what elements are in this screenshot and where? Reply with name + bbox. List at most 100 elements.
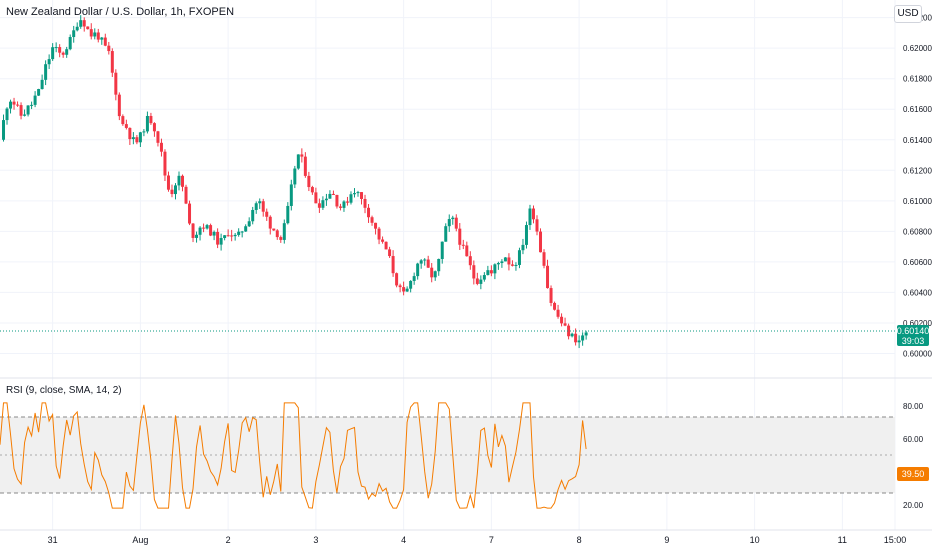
candle	[110, 48, 114, 78]
time-tick-label: 11	[838, 535, 847, 545]
candle-body	[426, 259, 430, 268]
candle-body	[370, 217, 374, 223]
candle-body	[338, 206, 342, 208]
candle	[40, 74, 44, 90]
candle-body	[261, 201, 265, 212]
candle	[405, 286, 409, 292]
candle-body	[110, 51, 114, 73]
candle	[521, 238, 525, 255]
price-tick-label: 0.60000	[903, 349, 932, 358]
price-tick-label: 0.61000	[903, 197, 932, 206]
candle-body	[324, 198, 328, 201]
candle-body	[184, 186, 188, 204]
candle-body	[374, 222, 378, 229]
candle	[258, 198, 262, 209]
candle	[553, 301, 557, 311]
candle-body	[23, 114, 27, 116]
rsi-tick-label: 60.00	[903, 435, 924, 444]
candle-body	[440, 241, 444, 259]
candle	[335, 194, 339, 209]
candle	[209, 223, 213, 237]
candle-body	[40, 79, 44, 90]
candle	[58, 44, 62, 58]
candle	[275, 229, 279, 240]
time-axis: 31 Aug 2 3 4 7 8 9 10 11 15:00	[48, 535, 907, 545]
price-badge-countdown: 39:03	[902, 336, 925, 346]
candle-body	[510, 264, 514, 266]
candle-body	[282, 223, 286, 240]
candle-body	[47, 59, 51, 65]
candle	[230, 229, 234, 242]
candle	[419, 259, 423, 269]
candle-body	[275, 230, 279, 238]
candle-body	[584, 332, 588, 336]
candle-body	[58, 47, 62, 53]
candle	[307, 171, 311, 192]
candle-body	[138, 132, 142, 143]
candle-body	[128, 127, 132, 140]
candle	[412, 272, 416, 285]
candle-body	[37, 89, 41, 96]
candle-body	[209, 225, 213, 236]
candle	[374, 222, 378, 235]
candle	[293, 165, 297, 189]
candle-body	[517, 250, 521, 265]
candle-body	[454, 217, 458, 229]
candle	[86, 26, 90, 30]
candle	[352, 188, 356, 198]
candle	[188, 200, 192, 226]
candle-body	[79, 20, 83, 27]
candle	[219, 233, 223, 251]
candle-body	[272, 228, 276, 231]
candle	[254, 201, 258, 214]
candle	[142, 129, 146, 137]
candle-body	[181, 175, 185, 187]
candle-body	[296, 154, 300, 169]
candle-body	[279, 237, 283, 240]
price-tick-label: 0.62000	[903, 44, 932, 53]
candle	[458, 223, 462, 250]
candle	[356, 190, 360, 197]
candle-body	[289, 184, 293, 206]
price-tick-label: 0.60800	[903, 227, 932, 236]
price-candles	[2, 15, 588, 349]
candle-body	[103, 37, 107, 46]
candle-body	[117, 94, 121, 117]
candle	[535, 215, 539, 236]
time-tick-label: 8	[577, 535, 582, 545]
candle	[524, 221, 528, 249]
price-tick-label: 0.60200	[903, 319, 932, 328]
price-tick-label: 0.61400	[903, 136, 932, 145]
candle-body	[149, 115, 153, 124]
candle	[128, 127, 132, 145]
candle-body	[412, 276, 416, 281]
candle-body	[254, 203, 258, 210]
candle	[33, 91, 37, 108]
candle-body	[563, 323, 567, 326]
candle-body	[65, 49, 69, 55]
candle-body	[142, 131, 146, 133]
candle	[184, 184, 188, 205]
candle-body	[472, 265, 476, 279]
candle-body	[16, 104, 20, 106]
candle	[433, 270, 437, 281]
candle	[237, 228, 241, 237]
candle-body	[26, 105, 30, 115]
chart-title: New Zealand Dollar / U.S. Dollar, 1h, FX…	[6, 6, 235, 18]
candle-body	[507, 257, 511, 265]
candle	[82, 17, 86, 32]
candle	[493, 263, 497, 280]
candle	[528, 204, 532, 230]
candle-body	[247, 221, 251, 227]
candle-body	[219, 238, 223, 245]
candle-body	[205, 225, 209, 229]
time-tick-label: 7	[489, 535, 494, 545]
currency-button[interactable]: USD	[894, 5, 922, 23]
candle-body	[131, 137, 135, 140]
candle	[486, 265, 490, 276]
candle	[16, 101, 20, 107]
candle-body	[468, 256, 472, 266]
candle-body	[360, 192, 364, 199]
candle	[5, 107, 9, 125]
